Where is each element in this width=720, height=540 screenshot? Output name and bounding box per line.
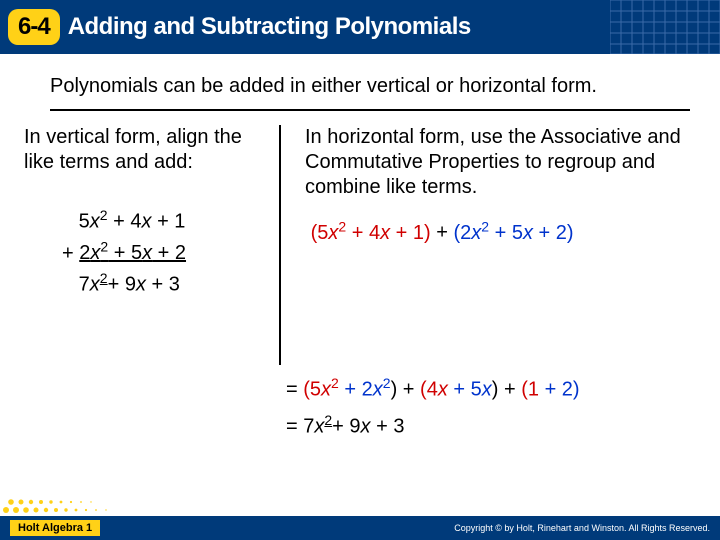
left-text: In vertical form, align the like terms a… bbox=[24, 125, 261, 175]
columns: In vertical form, align the like terms a… bbox=[0, 111, 720, 365]
horizontal-step2: = (5x2 + 2x2) + (4x + 5x) + (1 + 2) bbox=[0, 375, 720, 402]
page-title: Adding and Subtracting Polynomials bbox=[68, 13, 471, 41]
content-area: Polynomials can be added in either verti… bbox=[0, 54, 720, 438]
math-line-1: 5x2 + 4x + 1 bbox=[62, 205, 261, 237]
left-column: In vertical form, align the like terms a… bbox=[24, 125, 279, 365]
horizontal-step3: = 7x2+ 9x + 3 bbox=[0, 412, 720, 439]
header-grid-decoration bbox=[610, 0, 720, 54]
header-bar: 6-4 Adding and Subtracting Polynomials bbox=[0, 0, 720, 54]
footer-bar: Holt Algebra 1 Copyright © by Holt, Rine… bbox=[0, 516, 720, 540]
vertical-math: 5x2 + 4x + 1 + 2x2 + 5x + 2 7x2+ 9x + 3 bbox=[62, 205, 261, 300]
lesson-number: 6-4 bbox=[8, 9, 60, 45]
right-text: In horizontal form, use the Associative … bbox=[305, 125, 700, 200]
intro-text: Polynomials can be added in either verti… bbox=[0, 74, 720, 109]
footer-copyright: Copyright © by Holt, Rinehart and Winsto… bbox=[454, 523, 710, 533]
right-column: In horizontal form, use the Associative … bbox=[281, 125, 700, 365]
footer-halftone bbox=[0, 494, 120, 516]
math-line-2: + 2x2 + 5x + 2 bbox=[62, 237, 261, 269]
footer-brand: Holt Algebra 1 bbox=[10, 520, 100, 536]
math-line-3: 7x2+ 9x + 3 bbox=[62, 268, 261, 300]
horizontal-step1: (5x2 + 4x + 1) + (2x2 + 5x + 2) bbox=[305, 218, 700, 245]
